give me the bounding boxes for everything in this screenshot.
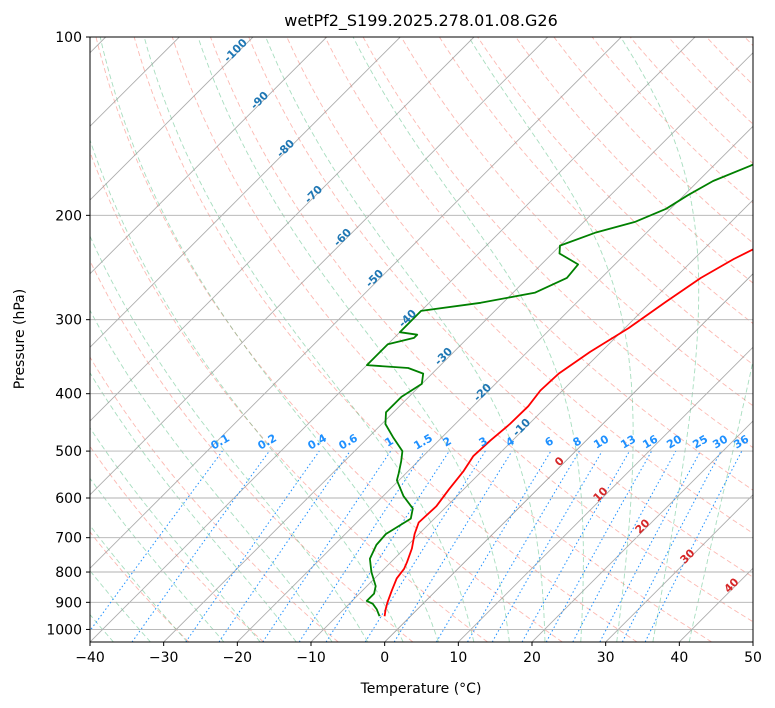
dry-adiabat-line bbox=[553, 37, 753, 244]
moist-adiabat-line bbox=[90, 235, 369, 642]
isotherm-line bbox=[90, 37, 254, 201]
dry-adiabat-line bbox=[90, 150, 488, 642]
isotherm-line bbox=[90, 37, 549, 496]
x-tick-label: 10 bbox=[449, 650, 467, 666]
isotherm-line bbox=[163, 52, 753, 642]
y-axis-label: Pressure (hPa) bbox=[12, 289, 28, 389]
isotherm-line bbox=[90, 37, 475, 422]
x-tick-label: 20 bbox=[523, 650, 541, 666]
moist-adiabat-line bbox=[620, 37, 700, 642]
x-tick-label: −30 bbox=[149, 650, 179, 666]
plot-frame bbox=[89, 36, 754, 643]
dry-adiabat-line bbox=[248, 37, 753, 578]
mixing-ratio-line bbox=[185, 450, 320, 642]
dry-adiabat-line bbox=[324, 37, 753, 491]
chart-title: wetPf2_S199.2025.278.01.08.G26 bbox=[284, 11, 558, 31]
mixing-ratio-line bbox=[131, 450, 270, 642]
isotherm-line bbox=[90, 37, 401, 348]
y-axis-ticks: 1000 900 800 700 600 500 400 300 200 100 bbox=[46, 30, 90, 638]
isotherm-line bbox=[457, 346, 753, 642]
y-tick-label: 800 bbox=[55, 565, 82, 581]
dry-adiabat-line bbox=[171, 37, 712, 642]
dry-adiabat-line bbox=[439, 37, 753, 365]
dry-adiabat-line bbox=[286, 37, 753, 534]
dry-adiabat-line bbox=[90, 356, 339, 642]
moist-adiabat-line bbox=[90, 371, 297, 642]
y-tick-label: 500 bbox=[55, 444, 82, 460]
y-tick-label: 700 bbox=[55, 531, 82, 547]
profile-lines bbox=[365, 163, 753, 617]
isotherm-line bbox=[236, 125, 753, 642]
dry-adiabat-line bbox=[210, 37, 753, 623]
dry-adiabat-line bbox=[95, 37, 563, 642]
y-tick-label: 900 bbox=[55, 595, 82, 611]
x-axis-label: Temperature (°C) bbox=[360, 681, 482, 697]
mixing-ratio-line bbox=[644, 450, 743, 642]
moist-adiabat-line bbox=[143, 37, 475, 642]
x-tick-label: −10 bbox=[296, 650, 326, 666]
mixing-ratio-line bbox=[298, 450, 425, 642]
x-tick-label: −40 bbox=[75, 650, 105, 666]
dry-adiabat-line bbox=[133, 37, 638, 642]
moist-adiabat-line bbox=[99, 37, 439, 642]
y-tick-label: 600 bbox=[55, 491, 82, 507]
moist-adiabat-line bbox=[90, 477, 225, 642]
isotherm-line bbox=[90, 37, 328, 275]
y-tick-label: 1000 bbox=[46, 622, 82, 638]
mixing-ratio-line bbox=[325, 450, 450, 642]
moist-adiabat-line bbox=[265, 37, 546, 642]
background-lines bbox=[90, 37, 753, 642]
temperature-profile-line bbox=[383, 248, 753, 617]
x-tick-label: 40 bbox=[670, 650, 688, 666]
y-tick-label: 300 bbox=[55, 313, 82, 329]
dry-adiabat-line bbox=[90, 259, 414, 642]
isotherm-line bbox=[90, 37, 622, 569]
dry-adiabat-line bbox=[400, 37, 753, 407]
dry-adiabat-line bbox=[90, 531, 190, 642]
mixing-ratio-line bbox=[572, 450, 677, 642]
isotherm-line bbox=[531, 420, 753, 642]
moist-adiabat-line bbox=[688, 359, 753, 642]
moist-adiabat-line bbox=[90, 427, 261, 642]
mixing-ratio-line bbox=[262, 450, 392, 642]
isotherm-line bbox=[90, 37, 696, 642]
mixing-ratio-line bbox=[218, 450, 351, 642]
mixing-ratio-line bbox=[90, 450, 223, 632]
dry-adiabat-line bbox=[477, 37, 753, 325]
dewpoint-profile-line bbox=[365, 163, 753, 617]
isotherm-line bbox=[310, 199, 753, 642]
mixing-ratio-line bbox=[545, 450, 653, 642]
mixing-ratio-line bbox=[521, 450, 630, 642]
x-tick-label: −20 bbox=[223, 650, 253, 666]
isotherm-line bbox=[384, 273, 753, 642]
moist-adiabat-line bbox=[90, 309, 333, 642]
y-tick-label: 100 bbox=[55, 30, 82, 46]
x-tick-label: 30 bbox=[597, 650, 615, 666]
x-tick-label: 50 bbox=[744, 650, 762, 666]
moist-adiabat-line bbox=[352, 37, 584, 642]
moist-adiabat-line bbox=[90, 138, 404, 642]
y-tick-label: 200 bbox=[55, 208, 82, 224]
isotherm-line bbox=[605, 494, 753, 642]
x-tick-label: 0 bbox=[380, 650, 389, 666]
y-tick-label: 400 bbox=[55, 387, 82, 403]
dry-adiabat-line bbox=[591, 37, 753, 204]
x-axis-ticks: −40 −30 −20 −10 0 10 20 30 40 50 bbox=[75, 642, 762, 666]
moist-adiabat-line bbox=[197, 37, 510, 642]
mixing-ratio-line bbox=[393, 450, 513, 642]
